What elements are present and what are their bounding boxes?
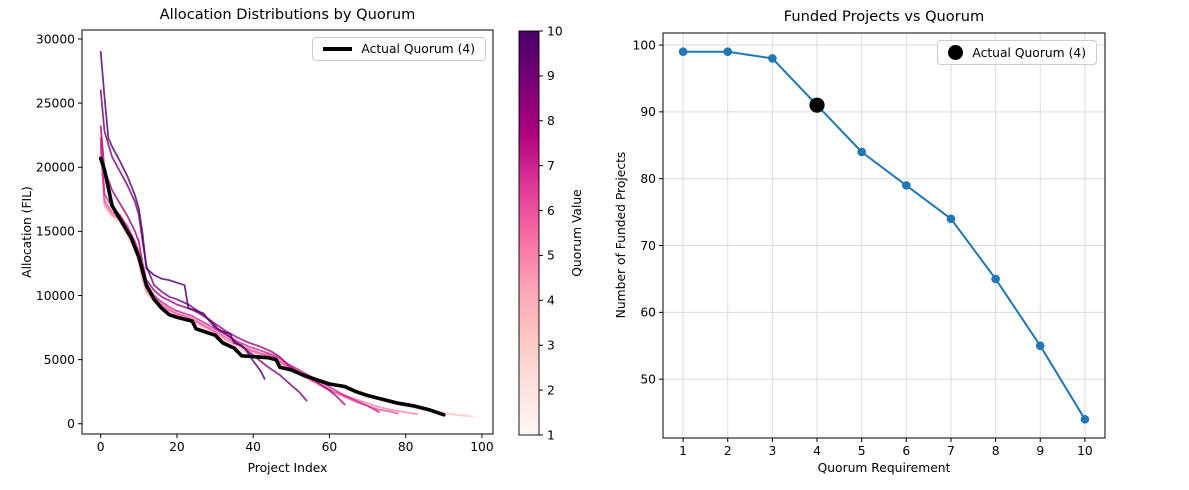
series-quorum-1 xyxy=(99,150,476,419)
y-tick-label: 20000 xyxy=(36,161,75,175)
legend-label: Actual Quorum (4) xyxy=(361,42,475,56)
colorbar-tick-label: 4 xyxy=(547,294,555,308)
right-chart-ylabel: Number of Funded Projects xyxy=(614,151,628,319)
x-tick-label: 0 xyxy=(97,440,105,454)
y-tick-label: 10000 xyxy=(36,289,75,303)
actual-quorum-point xyxy=(809,97,825,113)
colorbar-tick-label: 7 xyxy=(547,159,555,173)
data-point xyxy=(857,147,866,157)
colorbar-tick-label: 9 xyxy=(547,69,555,83)
series-quorum-3 xyxy=(99,148,472,417)
y-tick-label: 60 xyxy=(640,306,656,320)
x-tick-label: 6 xyxy=(902,444,910,458)
legend-line-sample xyxy=(323,47,353,51)
x-tick-label: 2 xyxy=(724,444,732,458)
colorbar-tick-label: 6 xyxy=(547,204,555,218)
x-tick-label: 9 xyxy=(1036,444,1044,458)
series-actual-quorum-4 xyxy=(98,156,446,417)
x-tick-label: 20 xyxy=(169,440,185,454)
left-chart-title: Allocation Distributions by Quorum xyxy=(159,6,416,23)
x-tick-label: 60 xyxy=(322,440,338,454)
data-point xyxy=(991,274,1000,284)
right-chart-title: Funded Projects vs Quorum xyxy=(783,8,985,25)
legend-dot-sample xyxy=(948,45,964,60)
left-axes: 0 20 40 60 80 100 0 5000 10000 15000 20000 25000 300… xyxy=(36,29,494,454)
colorbar: 1 2 3 4 5 6 7 8 9 10 xyxy=(518,24,563,442)
axes-spines xyxy=(662,32,1106,439)
x-tick-label: 5 xyxy=(858,444,866,458)
y-tick-label: 80 xyxy=(640,172,656,186)
y-tick-label: 90 xyxy=(640,105,656,119)
right-chart-legend: Actual Quorum (4) xyxy=(937,40,1097,65)
right-axes: 1 2 3 4 5 6 7 8 9 10 50 60 70 80 90 100 xyxy=(633,32,1106,458)
x-tick-label: 1 xyxy=(679,444,687,458)
y-tick-label: 70 xyxy=(640,239,656,253)
x-tick-label: 40 xyxy=(245,440,261,454)
x-tick-label: 100 xyxy=(470,440,493,454)
x-tick-label: 4 xyxy=(813,444,821,458)
y-tick-label: 100 xyxy=(633,38,656,52)
y-tick-label: 30000 xyxy=(36,32,75,46)
left-chart-ylabel: Allocation (FIL) xyxy=(20,186,34,278)
colorbar-tick-label: 5 xyxy=(547,249,555,263)
data-point xyxy=(902,181,911,190)
colorbar-tick-label: 3 xyxy=(547,339,555,353)
data-point xyxy=(1035,341,1045,351)
x-tick-label: 10 xyxy=(1077,444,1093,458)
data-point xyxy=(1080,414,1090,424)
data-point xyxy=(946,214,956,224)
left-chart-xlabel: Project Index xyxy=(247,461,328,475)
legend-label: Actual Quorum (4) xyxy=(972,45,1086,60)
left-chart-legend: Actual Quorum (4) xyxy=(312,37,486,61)
x-tick-label: 7 xyxy=(947,444,955,458)
y-tick-label: 25000 xyxy=(36,96,75,110)
data-point xyxy=(723,47,733,57)
funded-projects-line xyxy=(683,50,1086,420)
colorbar-tick-label: 10 xyxy=(547,24,563,38)
y-tick-label: 0 xyxy=(67,417,75,431)
y-tick-label: 15000 xyxy=(36,225,75,239)
right-chart-xlabel: Quorum Requirement xyxy=(817,461,951,475)
axes-spines xyxy=(81,29,494,435)
colorbar-label: Quorum Value xyxy=(570,189,584,277)
series-quorum-8 xyxy=(99,125,346,406)
y-tick-label: 5000 xyxy=(44,353,75,367)
colorbar-tick-label: 8 xyxy=(547,114,555,128)
data-point xyxy=(768,54,777,63)
colorbar-tick-label: 2 xyxy=(547,383,555,397)
x-tick-label: 3 xyxy=(768,444,776,458)
series-quorum-2 xyxy=(99,149,476,418)
x-tick-label: 80 xyxy=(398,440,414,454)
colorbar-tick-label: 1 xyxy=(547,428,555,442)
y-tick-label: 50 xyxy=(640,372,656,386)
data-point xyxy=(678,47,688,57)
x-tick-label: 8 xyxy=(992,444,1000,458)
series-quorum-9 xyxy=(99,89,308,402)
series-quorum-10 xyxy=(99,50,266,380)
colorbar-gradient xyxy=(518,30,540,436)
